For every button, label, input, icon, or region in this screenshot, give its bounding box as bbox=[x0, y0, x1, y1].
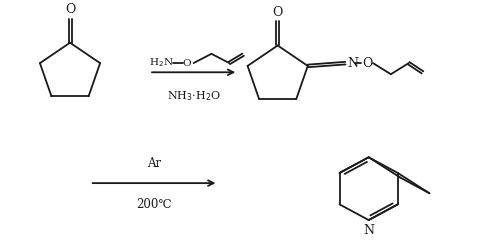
Text: 200℃: 200℃ bbox=[136, 198, 172, 211]
Text: Ar: Ar bbox=[147, 157, 161, 170]
Text: H$_2$N: H$_2$N bbox=[149, 57, 174, 69]
Text: O: O bbox=[65, 3, 75, 16]
Text: N: N bbox=[348, 57, 358, 70]
Text: O: O bbox=[362, 57, 372, 70]
Text: O: O bbox=[183, 59, 192, 68]
Text: NH$_3$$\cdot$H$_2$O: NH$_3$$\cdot$H$_2$O bbox=[166, 89, 220, 103]
Text: N: N bbox=[363, 224, 374, 237]
Text: O: O bbox=[272, 6, 283, 19]
